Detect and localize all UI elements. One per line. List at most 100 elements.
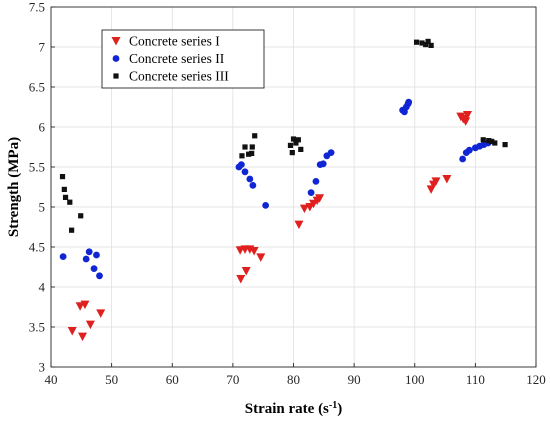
series-1-point [75, 302, 85, 311]
legend: Concrete series I Concrete series II Concr… [101, 29, 265, 89]
x-tick-label: 50 [105, 372, 118, 387]
series-1-point [236, 275, 246, 284]
series-3-point [67, 199, 73, 205]
series-3-point [246, 151, 252, 157]
series-1-point [249, 247, 259, 256]
y-tick-label: 7.5 [29, 0, 45, 15]
series-2-point [459, 155, 467, 163]
legend-marker-series-2 [112, 55, 120, 62]
y-tick-label: 4 [39, 280, 46, 295]
series-3-point [239, 153, 245, 159]
series-1-point [96, 309, 106, 318]
x-tick-label: 70 [226, 372, 239, 387]
x-axis-label: Strain rate (s-1) [245, 400, 343, 418]
y-tick-label: 3 [39, 360, 46, 375]
series-3-point [502, 142, 508, 148]
series-3-point [287, 142, 294, 148]
axis-ticks: 40 50 60 70 80 90 100 110 120 3 3.5 4 4.5 5 5.5 6 6.5 7 7.… [29, 0, 546, 387]
series-3-point [252, 133, 258, 139]
y-tick-label: 5 [39, 200, 46, 215]
y-axis-label: Strength (MPa) [6, 137, 22, 237]
series-3-point [480, 137, 486, 143]
legend-items: Concrete series I Concrete series II Concr… [111, 34, 229, 84]
series-1-point [80, 300, 90, 310]
series-3-point [249, 144, 255, 150]
series-1-point [294, 220, 304, 230]
data-points [59, 38, 508, 342]
y-tick-label: 7 [39, 40, 46, 55]
series-3-point [492, 140, 498, 146]
x-tick-label: 90 [348, 372, 361, 387]
series-2-point [93, 251, 100, 259]
series-1-point [299, 204, 309, 214]
series-2-point [262, 202, 270, 209]
x-tick-label: 80 [287, 372, 300, 387]
x-tick-label: 60 [166, 372, 179, 387]
x-tick-label: 120 [526, 372, 546, 387]
series-3-point [489, 138, 495, 144]
y-tick-label: 3.5 [29, 320, 45, 335]
y-tick-label: 4.5 [29, 240, 45, 255]
series-3-point [428, 42, 434, 48]
series-1-point [67, 327, 77, 336]
y-tick-label: 6 [39, 120, 46, 135]
series-2-point [246, 175, 254, 183]
series-3-point [289, 150, 295, 156]
series-3-point [69, 227, 75, 233]
series-1-point [315, 194, 325, 203]
series-2-point [237, 161, 245, 169]
x-axis-label-main: Strain rate (s [245, 401, 329, 417]
series-1-point [256, 253, 266, 262]
series-3-point [293, 140, 299, 146]
series-2-point [327, 149, 335, 157]
series-2-point [241, 168, 249, 176]
series-2-point [319, 160, 327, 168]
series-2-point [249, 182, 257, 189]
series-3-point [62, 194, 69, 200]
series-1-point [461, 117, 471, 126]
series-3-point [78, 213, 84, 219]
series-3-point [486, 138, 492, 144]
series-1-point [431, 177, 441, 186]
series-3-point [242, 144, 248, 150]
series-1-point [85, 320, 95, 330]
series-3-point [413, 39, 420, 45]
series-2-point [59, 253, 67, 260]
series-3-point [295, 137, 301, 143]
series-1-point [241, 267, 251, 276]
series-2-point [307, 189, 315, 197]
legend-box [101, 29, 265, 89]
y-tick-label: 5.5 [29, 160, 45, 175]
series-2-point [465, 146, 473, 154]
series-3-point [425, 38, 431, 44]
legend-label-series-3: Concrete series III [129, 69, 229, 84]
series-2-point [312, 178, 320, 185]
y-tick-label: 6.5 [29, 80, 45, 95]
series-2-point [96, 272, 103, 280]
series-3-point [61, 186, 67, 192]
series-2-point [82, 255, 90, 263]
x-axis-label-superscript: -1 [329, 400, 337, 411]
series-1-point [442, 175, 452, 184]
legend-label-series-1: Concrete series I [129, 34, 220, 49]
series-2-point [405, 98, 413, 106]
series-3-point [423, 42, 429, 48]
series-1-point [462, 111, 472, 120]
series-3-point [249, 150, 255, 156]
series-3-point [59, 174, 66, 180]
series-3-point [298, 146, 304, 152]
x-tick-label: 40 [45, 372, 58, 387]
x-tick-label: 110 [466, 372, 485, 387]
series-1-point [78, 332, 88, 342]
legend-marker-series-1 [111, 37, 121, 46]
legend-marker-series-3 [113, 73, 119, 79]
legend-label-series-2: Concrete series II [129, 51, 225, 66]
series-3-point [419, 40, 425, 46]
series-2-point [90, 265, 98, 272]
x-tick-label: 100 [405, 372, 425, 387]
series-2-point [85, 248, 93, 256]
x-axis-label-close: ) [337, 401, 342, 417]
series-3-point [290, 136, 297, 142]
